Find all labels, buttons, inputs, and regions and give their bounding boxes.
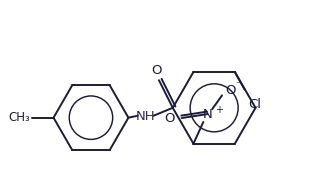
Text: NH: NH: [136, 110, 156, 123]
Text: O: O: [151, 64, 161, 77]
Text: ⁻: ⁻: [235, 81, 241, 91]
Text: Cl: Cl: [249, 98, 262, 111]
Text: +: +: [215, 105, 223, 115]
Text: N: N: [203, 108, 212, 121]
Text: O: O: [164, 112, 175, 125]
Text: CH₃: CH₃: [8, 111, 30, 124]
Text: O: O: [225, 84, 235, 97]
